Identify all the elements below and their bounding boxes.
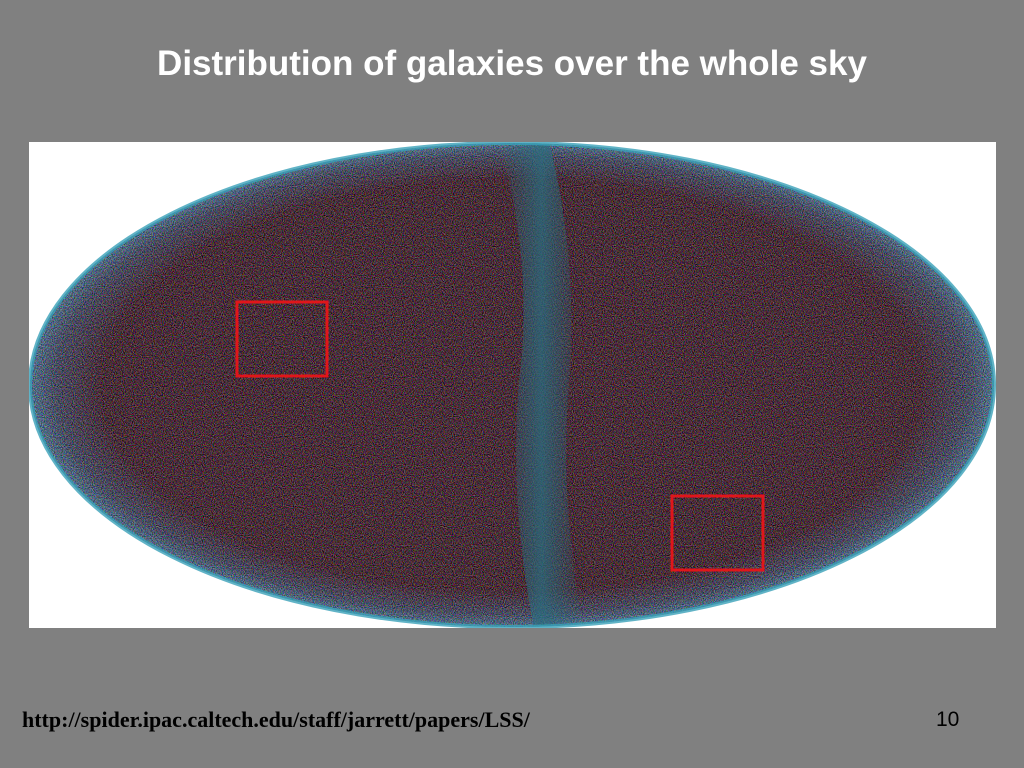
source-url: http://spider.ipac.caltech.edu/staff/jar… [22,707,530,732]
page-number: 10 [936,708,960,731]
galaxy-texture [30,143,994,627]
sky-rim [28,141,996,629]
highlight-box [670,494,765,572]
slide-title: Distribution of galaxies over the whole … [157,44,867,83]
sky-map [28,141,996,629]
sky-map-image [28,141,996,629]
highlight-box [235,300,329,378]
